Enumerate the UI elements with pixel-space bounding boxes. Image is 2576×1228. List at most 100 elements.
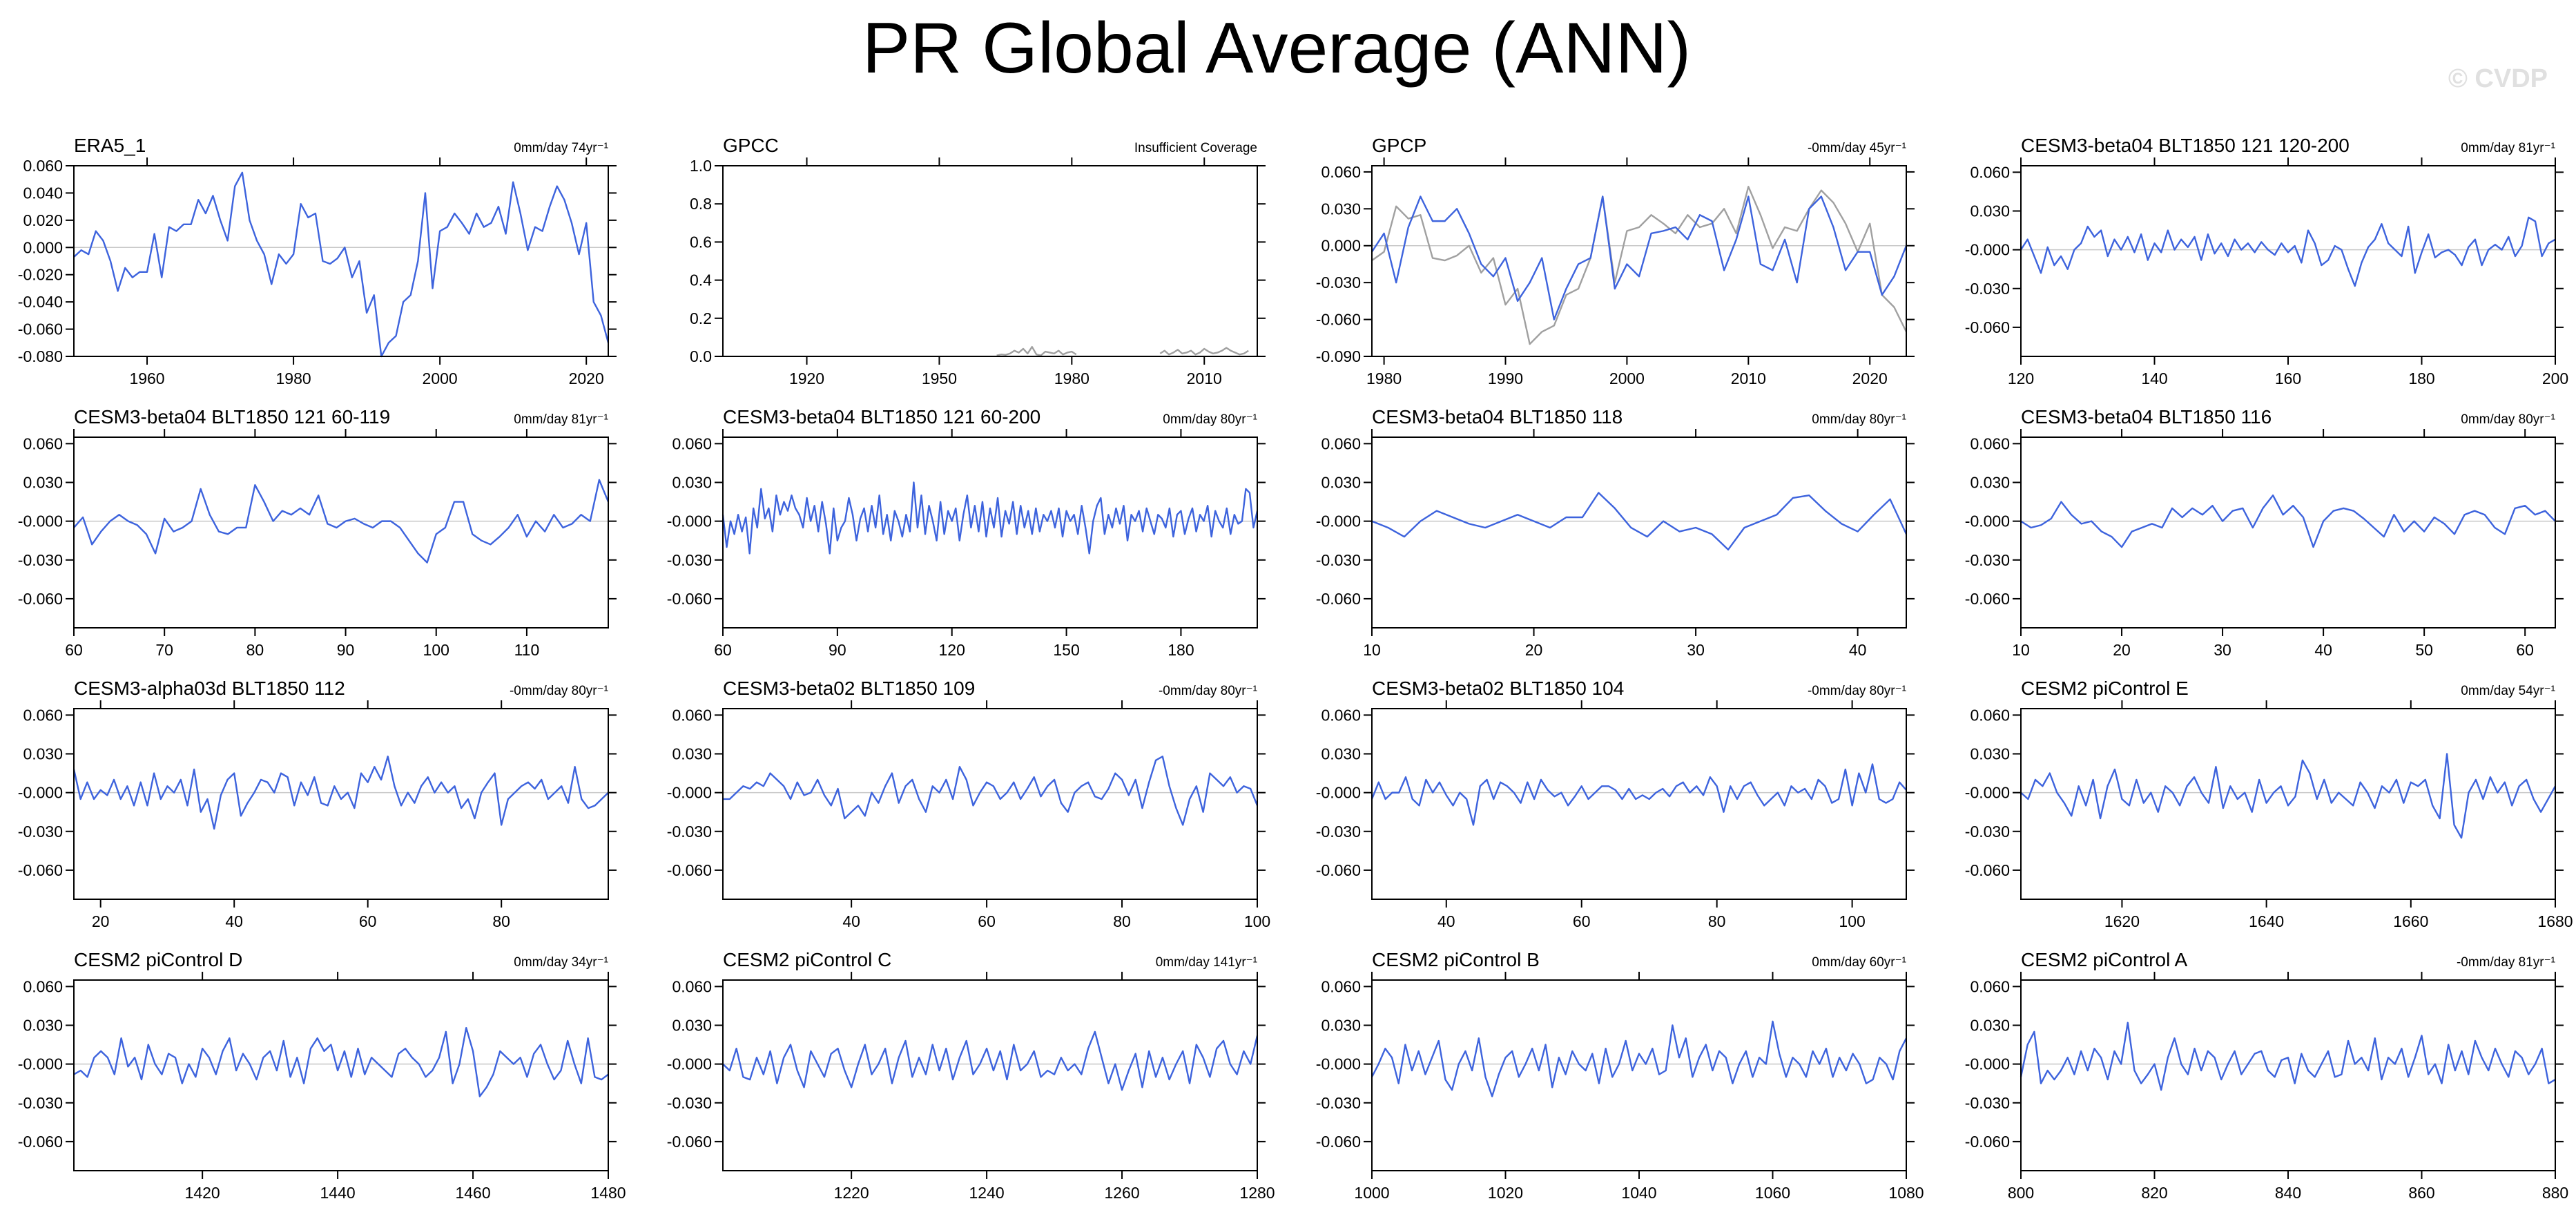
y-tick-label: 0.030 xyxy=(1970,473,2010,491)
x-tick-label: 2020 xyxy=(1852,370,1888,387)
x-tick-label: 1020 xyxy=(1488,1184,1523,1202)
plot-frame xyxy=(1371,436,1907,629)
panel-subtitle: -0mm/day 80yr⁻¹ xyxy=(1159,684,1257,698)
panel-title: GPCP xyxy=(1372,135,1426,156)
y-tick-label: 0.060 xyxy=(672,706,712,724)
plot-frame xyxy=(73,165,609,357)
plot-frame xyxy=(73,708,609,900)
x-tick-label: 1420 xyxy=(185,1184,220,1202)
x-tick-label: 1980 xyxy=(1366,370,1402,387)
y-tick-label: -0.000 xyxy=(1965,784,2010,802)
x-tick-label: 1920 xyxy=(789,370,824,387)
y-tick-label: -0.020 xyxy=(18,266,63,284)
panel-subtitle: 0mm/day 80yr⁻¹ xyxy=(2461,412,2555,427)
y-tick-label: -0.000 xyxy=(1316,512,1361,530)
y-tick-label: -0.030 xyxy=(1316,274,1361,291)
x-tick-label: 1980 xyxy=(275,370,311,387)
y-tick-label: -0.060 xyxy=(1316,1133,1361,1151)
y-tick-label: 0.030 xyxy=(1321,1016,1361,1034)
y-tick-label: 0.000 xyxy=(1321,237,1361,255)
y-tick-label: -0.060 xyxy=(1316,861,1361,879)
y-tick-label: 0.060 xyxy=(672,977,712,995)
y-tick-label: 0.060 xyxy=(1321,163,1361,181)
y-tick-label: -0.060 xyxy=(1965,861,2010,879)
y-tick-label: 0.060 xyxy=(1970,434,2010,452)
y-tick-label: 0.030 xyxy=(1321,200,1361,218)
y-tick-label: -0.030 xyxy=(1965,823,2010,841)
x-tick-label: 160 xyxy=(2275,370,2301,387)
y-tick-label: 0.030 xyxy=(23,1016,63,1034)
y-tick-label: 0.030 xyxy=(672,745,712,762)
y-tick-label: -0.030 xyxy=(667,551,712,569)
panel-subtitle: 0mm/day 80yr⁻¹ xyxy=(1163,412,1257,427)
y-tick-label: -0.030 xyxy=(1316,551,1361,569)
y-tick-label: -0.090 xyxy=(1316,347,1361,365)
panel-title: ERA5_1 xyxy=(74,135,146,156)
x-tick-label: 80 xyxy=(492,912,510,930)
panel-title: CESM3-beta04 BLT1850 121 60-200 xyxy=(723,406,1040,428)
y-tick-label: -0.060 xyxy=(667,861,712,879)
x-tick-label: 2010 xyxy=(1731,370,1766,387)
panel-title: CESM2 piControl E xyxy=(2021,678,2189,699)
y-tick-label: 0.030 xyxy=(672,473,712,491)
x-tick-label: 20 xyxy=(2113,641,2131,659)
series-line xyxy=(2020,1021,2556,1091)
x-tick-label: 1460 xyxy=(455,1184,490,1202)
y-tick-label: 0.020 xyxy=(23,211,63,229)
series-line xyxy=(1371,1020,1908,1097)
y-tick-label: -0.080 xyxy=(18,347,63,365)
panel-subtitle: -0mm/day 45yr⁻¹ xyxy=(1808,141,1906,155)
x-tick-label: 1080 xyxy=(1888,1184,1924,1202)
y-tick-label: -0.060 xyxy=(1965,590,2010,608)
x-tick-label: 860 xyxy=(2408,1184,2434,1202)
x-tick-label: 50 xyxy=(2415,641,2433,659)
panel-subtitle: -0mm/day 81yr⁻¹ xyxy=(2457,955,2555,970)
y-tick-label: -0.000 xyxy=(18,512,63,530)
plot-frame xyxy=(2020,436,2556,629)
y-tick-label: -0.060 xyxy=(1316,590,1361,608)
y-tick-label: 0.2 xyxy=(690,309,712,327)
y-tick-label: 0.000 xyxy=(23,238,63,256)
y-tick-label: 0.060 xyxy=(1321,706,1361,724)
x-tick-label: 880 xyxy=(2542,1184,2568,1202)
y-tick-label: -0.000 xyxy=(18,1055,63,1073)
y-tick-label: 0.6 xyxy=(690,233,712,251)
x-tick-label: 90 xyxy=(337,641,355,659)
x-tick-label: 180 xyxy=(1168,641,1194,659)
plot-frame xyxy=(722,165,1258,357)
plot-frame xyxy=(722,436,1258,629)
x-tick-label: 1440 xyxy=(320,1184,356,1202)
panel-title: CESM2 piControl A xyxy=(2021,949,2188,970)
series-line xyxy=(1371,195,1908,320)
x-tick-label: 80 xyxy=(246,641,264,659)
y-tick-label: -0.060 xyxy=(667,590,712,608)
y-tick-label: 0.060 xyxy=(1321,977,1361,995)
y-tick-label: 0.030 xyxy=(1970,745,2010,762)
y-tick-label: -0.060 xyxy=(1316,311,1361,329)
y-tick-label: -0.000 xyxy=(667,512,712,530)
x-tick-label: 2000 xyxy=(423,370,458,387)
plot-frame xyxy=(73,436,609,629)
x-tick-label: 840 xyxy=(2275,1184,2301,1202)
y-tick-label: 0.060 xyxy=(1970,163,2010,181)
plot-frame xyxy=(1371,165,1907,357)
x-tick-label: 10 xyxy=(1363,641,1381,659)
y-tick-label: -0.000 xyxy=(667,784,712,802)
x-tick-label: 40 xyxy=(842,912,860,930)
x-tick-label: 1680 xyxy=(2537,912,2573,930)
panel-subtitle: 0mm/day 141yr⁻¹ xyxy=(1156,955,1257,970)
y-tick-label: -0.000 xyxy=(1965,512,2010,530)
panel-subtitle: 0mm/day 54yr⁻¹ xyxy=(2461,684,2555,698)
y-tick-label: -0.040 xyxy=(18,293,63,311)
series-line xyxy=(73,171,610,358)
x-tick-label: 820 xyxy=(2141,1184,2167,1202)
x-tick-label: 60 xyxy=(714,641,732,659)
panel-title: CESM3-beta04 BLT1850 121 120-200 xyxy=(2021,135,2350,156)
series-line xyxy=(1371,763,1907,826)
panel-subtitle: 0mm/day 80yr⁻¹ xyxy=(1812,412,1906,427)
y-tick-label: -0.000 xyxy=(1965,1055,2010,1073)
x-tick-label: 80 xyxy=(1708,912,1726,930)
